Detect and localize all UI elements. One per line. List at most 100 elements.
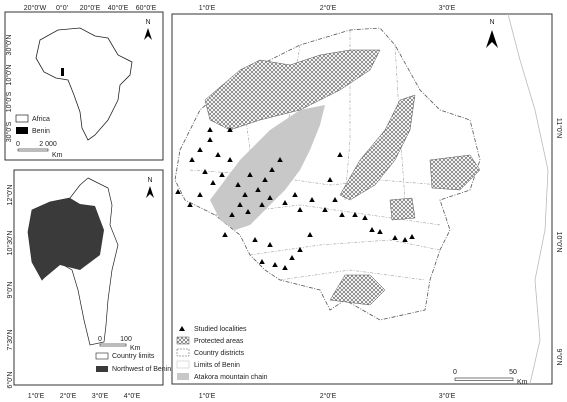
lat-label: 10°0'N (555, 232, 563, 253)
lat-label: 10°0'S (5, 91, 13, 112)
africa-inset: 20°0'W 0°0' 20°0'E 40°0'E 60°0'E 30°0'N … (4, 4, 164, 161)
locality (322, 207, 328, 212)
scale-unit: Km (52, 152, 63, 159)
locality (237, 202, 243, 207)
legend-swatch (176, 336, 190, 345)
legend-swatch (177, 373, 189, 380)
legend-swatch (16, 127, 28, 134)
legend-label: Limits of Benin (194, 362, 240, 369)
legend-symbol (179, 326, 185, 331)
protected-area (339, 94, 416, 201)
benin-inset: 12°0'N 10°30'N 9°0'N 7°30'N 6°0'N 1°0'E … (6, 169, 171, 400)
locality (307, 232, 313, 237)
legend-swatch (176, 348, 190, 357)
protected-area (204, 49, 381, 131)
atakora-chain (210, 105, 325, 230)
northwest-region (28, 198, 104, 280)
benin-shape (61, 68, 64, 76)
scale-bar (454, 377, 514, 381)
lat-label: 9°0'N (555, 349, 563, 366)
scale-unit: Km (130, 345, 141, 352)
locality (197, 147, 203, 152)
legend-swatch (15, 114, 29, 123)
locality (227, 157, 233, 162)
locality (337, 152, 343, 157)
lat-label: 30°0'N (5, 35, 13, 56)
lat-label: 10°0'N (5, 65, 13, 86)
locality (269, 167, 275, 172)
lat-label: 30°0'S (5, 121, 13, 142)
locality (377, 229, 383, 234)
locality (262, 177, 268, 182)
lat-label: 7°30'N (6, 330, 14, 351)
locality (175, 189, 181, 194)
lon-label: 0°0' (56, 4, 68, 12)
legend-label: Africa (32, 116, 50, 123)
locality (289, 255, 295, 260)
localities (175, 127, 415, 270)
scale-label: 0 (453, 369, 457, 376)
protected-area (329, 274, 386, 306)
locality (235, 182, 241, 187)
locality (222, 232, 228, 237)
africa-shape (35, 27, 133, 141)
main-map: 1°0'E 2°0'E 3°0'E 1°0'E 2°0'E 3°0'E 11°0… (171, 4, 563, 400)
scale-label: 50 (509, 369, 517, 376)
lon-label: 20°0'W (24, 4, 47, 12)
lon-label: 4°0'E (124, 392, 141, 400)
lon-label: 1°0'E (199, 392, 216, 400)
scale-label: 100 (120, 336, 132, 343)
locality (229, 212, 235, 217)
scale-unit: Km (517, 379, 528, 386)
locality (267, 242, 273, 247)
lat-label: 12°0'N (6, 185, 14, 206)
legend-swatch (96, 366, 108, 372)
locality (332, 197, 338, 202)
locality (362, 215, 368, 220)
locality (277, 157, 283, 162)
lat-label: 10°30'N (6, 231, 14, 256)
lat-label: 9°0'N (6, 282, 14, 299)
locality (207, 137, 213, 142)
locality (402, 237, 408, 242)
north-label: N (145, 19, 150, 26)
lon-label: 2°0'E (320, 392, 337, 400)
scale-bar (17, 148, 49, 152)
locality (247, 172, 253, 177)
scale-label: 2 000 (39, 141, 57, 148)
north-label: N (489, 19, 494, 26)
lon-label: 60°0'E (136, 4, 157, 12)
legend-label: Protected areas (194, 338, 244, 345)
locality (282, 200, 288, 205)
locality (187, 202, 193, 207)
scale-bar (99, 343, 127, 347)
locality (327, 177, 333, 182)
locality (297, 207, 303, 212)
legend-swatch (95, 352, 109, 360)
locality (255, 187, 261, 192)
legend-swatch (176, 360, 190, 369)
locality (207, 127, 213, 132)
locality (197, 192, 203, 197)
north-arrow (146, 186, 154, 198)
locality (392, 235, 398, 240)
scale-label: 0 (16, 141, 20, 148)
lon-label: 2°0'E (320, 4, 337, 12)
locality (409, 234, 415, 239)
scale-label: 0 (98, 336, 102, 343)
locality (210, 180, 216, 185)
lat-label: 11°0'N (555, 118, 563, 138)
locality (267, 195, 273, 200)
lon-label: 20°0'E (80, 4, 101, 12)
locality (252, 237, 258, 242)
locality (202, 169, 208, 174)
protected-area (389, 197, 416, 221)
lon-label: 3°0'E (92, 392, 109, 400)
locality (259, 259, 265, 264)
legend-label: Northwest of Benin (112, 366, 171, 373)
lon-label: 1°0'E (199, 4, 216, 12)
locality (339, 212, 345, 217)
lon-label: 1°0'E (28, 392, 45, 400)
locality (282, 265, 288, 270)
legend-label: Benin (32, 128, 50, 135)
